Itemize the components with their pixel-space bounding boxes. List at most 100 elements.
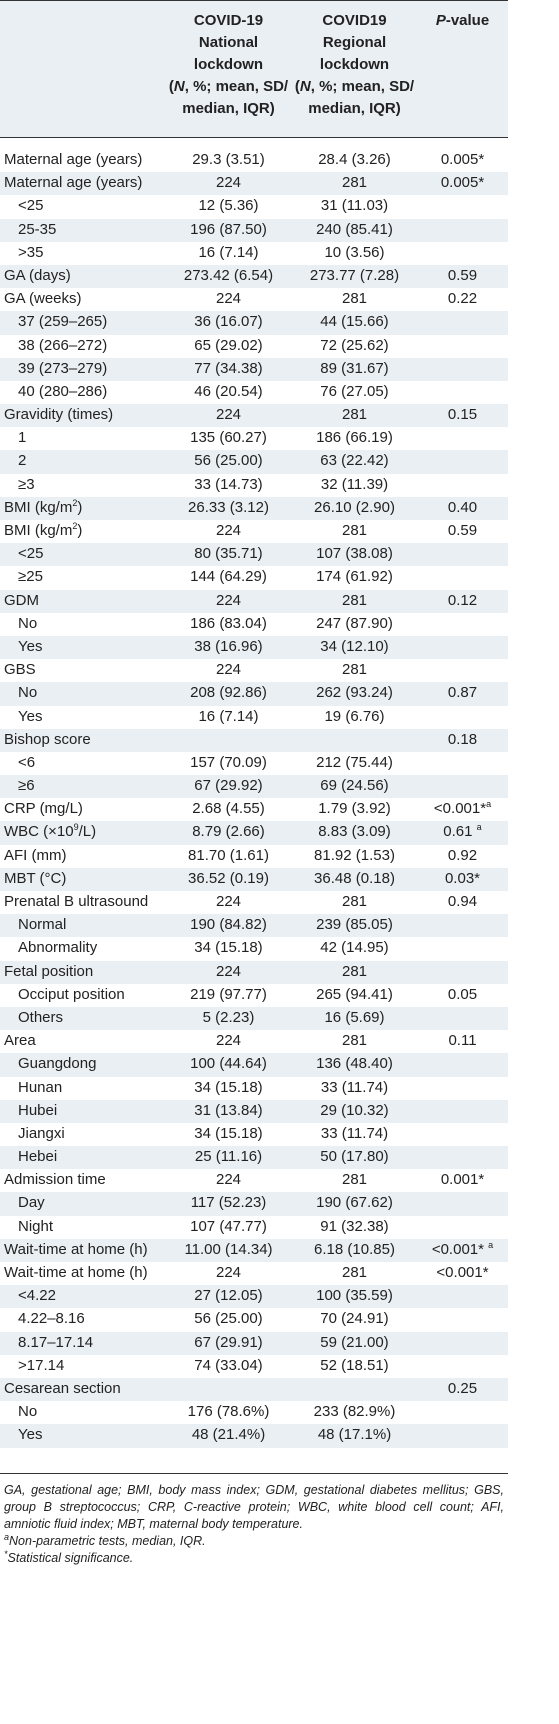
table-row: No 176 (78.6%) 233 (82.9%) xyxy=(0,1401,508,1424)
table-row: Day 117 (52.23) 190 (67.62) xyxy=(0,1192,508,1216)
subheader-n: N xyxy=(299,78,311,95)
cell-national: 34 (15.18) xyxy=(194,1078,263,1096)
table-header-rule xyxy=(0,137,508,138)
cell-regional: 36.48 (0.18) xyxy=(314,869,395,887)
row-label-text: WBC (×10 xyxy=(4,823,74,841)
subheader-stats-line1: , %; mean, SD/ xyxy=(310,78,415,95)
table-row: 38 (266–272) 65 (29.02) 72 (25.62) xyxy=(0,335,508,358)
table-row: 8.17–17.14 67 (29.91) 59 (21.00) xyxy=(0,1331,508,1355)
cell-regional: 281 xyxy=(341,174,368,192)
footnote-star-mark: * xyxy=(4,1548,8,1559)
cell-regional: 81.92 (1.53) xyxy=(314,846,395,864)
cell-national: 224 xyxy=(215,1032,242,1050)
row-label: ≥3 xyxy=(18,476,35,494)
row-label: <25 xyxy=(18,545,43,563)
cell-p-value: 0.22 xyxy=(417,290,508,308)
row-label: Prenatal B ultrasound xyxy=(4,893,148,911)
cell-national: 208 (92.86) xyxy=(190,684,267,702)
cell-national: 224 xyxy=(215,893,242,910)
table-row: >35 16 (7.14) 10 (3.56) xyxy=(0,242,508,265)
table-row: Maternal age (years) 29.3 (3.51) 28.4 (3.2… xyxy=(0,149,508,172)
cell-p-value: 0.61 a xyxy=(417,823,508,841)
row-label: Fetal position xyxy=(4,963,93,981)
cell-regional: 50 (17.80) xyxy=(320,1148,389,1166)
p-value-text: 0.61 xyxy=(443,823,477,841)
row-label-text: BMI (kg/m xyxy=(4,498,73,516)
cell-national: 224 xyxy=(215,962,242,980)
cell-national: 16 (7.14) xyxy=(198,707,259,725)
cell-regional: 34 (12.10) xyxy=(320,637,389,655)
row-label-text: <6 xyxy=(18,753,36,771)
footnote-star: *Statistical significance. xyxy=(4,1548,504,1567)
cell-national: 5 (2.23) xyxy=(202,1008,255,1026)
row-label: <25 xyxy=(18,197,43,215)
row-label: GBS xyxy=(4,661,36,679)
subheader-stats-line2: median, IQR) xyxy=(308,100,401,117)
cell-regional: 265 (94.41) xyxy=(316,985,393,1003)
row-label: Wait-time at home (h) xyxy=(4,1241,148,1259)
row-label: Wait-time at home (h) xyxy=(4,1264,148,1282)
row-label-text: 40 (280–286) xyxy=(18,382,108,400)
table-row: 40 (280–286) 46 (20.54) 76 (27.05) xyxy=(0,381,508,404)
row-label-suffix: /L) xyxy=(78,823,97,841)
row-label: Occiput position xyxy=(18,986,125,1004)
table-row: Others 5 (2.23) 16 (5.69) xyxy=(0,1006,508,1031)
p-value-superscript: a xyxy=(476,822,482,833)
row-label-text: ≥3 xyxy=(18,475,35,493)
cell-regional: 31 (11.03) xyxy=(320,197,389,215)
cell-regional: 239 (85.05) xyxy=(316,916,393,934)
table-row: <25 80 (35.71) 107 (38.08) xyxy=(0,543,508,567)
cell-regional: 107 (38.08) xyxy=(316,545,393,563)
cell-p-value: 0.59 xyxy=(417,522,508,540)
p-value-text: 0.18 xyxy=(447,730,478,748)
cell-regional: 33 (11.74) xyxy=(320,1078,389,1096)
cell-regional: 136 (48.40) xyxy=(316,1055,393,1073)
cell-national: 67 (29.92) xyxy=(194,777,263,795)
subheader-stats-line1: , %; mean, SD/ xyxy=(184,78,289,95)
cell-national: 77 (34.38) xyxy=(194,359,263,377)
footnote-a-text: Non-parametric tests, median, IQR. xyxy=(9,1534,206,1548)
row-label-superscript: 2 xyxy=(72,521,78,531)
cell-national: 74 (33.04) xyxy=(194,1356,263,1374)
cell-regional: 52 (18.51) xyxy=(320,1356,389,1374)
cell-national: 224 xyxy=(215,522,242,539)
column-header-regional-line2: Regional xyxy=(322,34,387,51)
row-label: 40 (280–286) xyxy=(18,383,107,401)
row-label: >35 xyxy=(18,244,43,262)
subheader-paren: ( xyxy=(294,78,300,95)
table-row: No 186 (83.04) 247 (87.90) xyxy=(0,613,508,636)
row-label-text: Jiangxi xyxy=(18,1124,65,1142)
cell-regional: 69 (24.56) xyxy=(320,777,389,795)
table-row: No 208 (92.86) 262 (93.24) 0.87 xyxy=(0,682,508,706)
row-label: No xyxy=(18,684,37,702)
table-row: <25 12 (5.36) 31 (11.03) xyxy=(0,195,508,218)
column-header-p-value: P-value xyxy=(417,10,508,32)
table-row: Fetal position 224 281 xyxy=(0,960,508,984)
row-label: ≥25 xyxy=(18,568,43,586)
cell-national: 80 (35.71) xyxy=(194,545,263,563)
row-label-text: Night xyxy=(18,1217,54,1235)
cell-regional: 100 (35.59) xyxy=(316,1287,393,1305)
cell-national: 25 (11.16) xyxy=(194,1148,263,1166)
row-label-text: ≥6 xyxy=(18,777,35,795)
row-label: 1 xyxy=(18,429,26,447)
p-value-text: <0.001* xyxy=(433,800,487,818)
cell-national: 117 (52.23) xyxy=(190,1194,267,1212)
table-row: Night 107 (47.77) 91 (32.38) xyxy=(0,1216,508,1239)
cell-regional: 32 (11.39) xyxy=(320,475,389,493)
p-value-text: 0.03* xyxy=(444,869,481,887)
row-label-text: GBS xyxy=(4,661,36,679)
row-label-text: Cesarean section xyxy=(4,1379,121,1397)
p-value-text: 0.92 xyxy=(447,846,478,864)
table-row: 2 56 (25.00) 63 (22.42) xyxy=(0,450,508,474)
row-label: Jiangxi xyxy=(18,1125,65,1143)
row-label: >17.14 xyxy=(18,1357,64,1375)
table-row: Maternal age (years) 224 281 0.005* xyxy=(0,172,508,196)
row-label-text: No xyxy=(18,1403,38,1421)
cell-national: 224 xyxy=(215,1171,242,1189)
footnote-star-text: Statistical significance. xyxy=(7,1551,134,1565)
row-label-text: Guangdong xyxy=(18,1055,97,1073)
cell-national: 11.00 (14.34) xyxy=(184,1240,273,1258)
table-row: BMI (kg/m2) 224 281 0.59 xyxy=(0,520,508,543)
row-label: Yes xyxy=(18,638,42,656)
